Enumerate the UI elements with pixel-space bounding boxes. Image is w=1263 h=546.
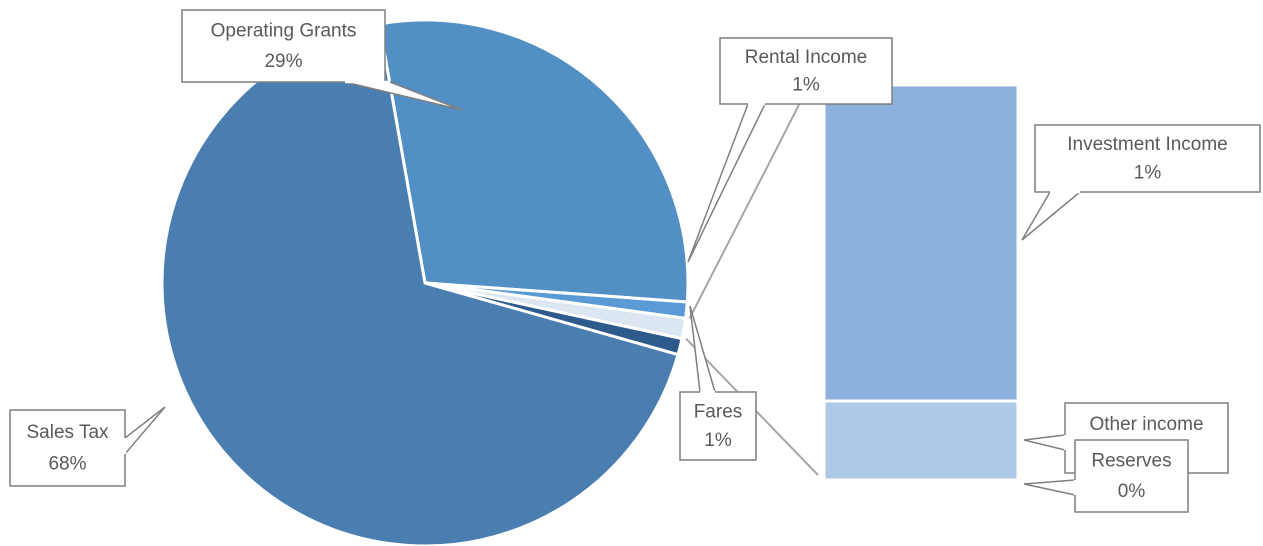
pie-slice (377, 18, 690, 304)
callout (124, 406, 166, 455)
callout (1023, 434, 1066, 451)
category-label: Operating Grants (211, 21, 357, 42)
value-label: 29% (264, 51, 302, 72)
value-label: 1% (704, 430, 732, 451)
callout-box (719, 37, 893, 105)
bar-segment (822, 83, 1020, 403)
callout-box (679, 391, 757, 461)
category-label: Reserves (1091, 451, 1171, 472)
callout-box (181, 9, 386, 83)
category-label: Rental Income (745, 47, 868, 68)
pie-slice (160, 22, 680, 546)
callout (1021, 191, 1081, 241)
value-label: 1% (792, 75, 820, 96)
value-label: 0% (1118, 481, 1146, 502)
bar-segment (822, 399, 1020, 482)
connector (688, 94, 805, 319)
callout-box (1074, 439, 1189, 513)
callout (1023, 479, 1076, 496)
callout-box (1034, 124, 1261, 193)
category-label: Fares (694, 401, 743, 422)
callout (689, 305, 716, 393)
callout (687, 103, 766, 263)
category-label: Other income (1089, 414, 1203, 435)
category-label: Investment Income (1067, 134, 1228, 155)
value-label: 68% (48, 454, 86, 475)
value-label: 1% (1134, 162, 1162, 183)
category-label: Sales Tax (26, 422, 109, 443)
callout (344, 81, 463, 111)
